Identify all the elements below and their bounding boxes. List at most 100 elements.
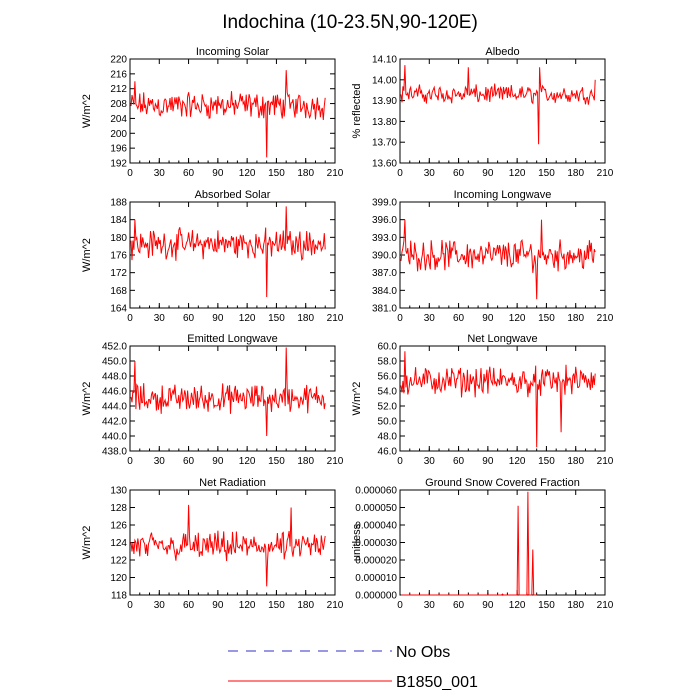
x-tick-label: 150 [538, 168, 555, 179]
x-tick-label: 150 [268, 168, 285, 179]
y-tick-label: 60.0 [378, 342, 398, 353]
plot-frame [399, 58, 606, 164]
y-tick-label: 13.60 [372, 159, 397, 170]
legend-label-b1850: B1850_001 [396, 674, 478, 691]
chart-absorbed-solar: Absorbed Solar 0 30 60 90 120 150 180 210 164 168 1… [81, 189, 344, 324]
y-tick-label: 396.0 [372, 215, 397, 226]
y-tick-label: 130 [110, 486, 127, 497]
x-tick-label: 210 [597, 313, 614, 324]
panel-title: Net Radiation [199, 477, 266, 489]
series-line-b1850-001 [130, 70, 326, 158]
x-tick-label: 0 [127, 456, 133, 467]
y-tick-label: 208 [110, 99, 127, 110]
x-tick-label: 180 [567, 600, 584, 611]
y-axis-label: W/m^2 [81, 382, 93, 416]
y-tick-label: 196 [110, 144, 127, 155]
y-tick-label: 0.000020 [355, 556, 397, 567]
y-axis-label: % reflected [351, 83, 363, 138]
y-tick-label: 381.0 [372, 304, 397, 315]
x-tick-label: 60 [183, 168, 195, 179]
y-axis-label: W/m^2 [351, 382, 363, 416]
x-tick-label: 210 [597, 168, 614, 179]
chart-emitted-longwave: Emitted Longwave 0 30 60 90 120 150 180 210 438.0… [81, 333, 344, 467]
x-tick-label: 0 [397, 456, 403, 467]
series-line-b1850-001 [400, 65, 596, 145]
y-tick-label: 52.0 [378, 402, 398, 413]
y-tick-label: 452.0 [102, 342, 127, 353]
y-tick-label: 46.0 [378, 447, 398, 458]
y-tick-label: 118 [111, 591, 127, 602]
y-tick-label: 0.000040 [355, 521, 397, 532]
x-tick-label: 120 [239, 600, 256, 611]
panel-title: Albedo [485, 46, 519, 58]
x-tick-label: 120 [509, 456, 526, 467]
x-tick-label: 30 [424, 168, 436, 179]
y-tick-label: 128 [110, 503, 127, 514]
panel-title: Emitted Longwave [187, 333, 278, 345]
x-tick-label: 120 [239, 168, 256, 179]
x-tick-label: 60 [453, 168, 465, 179]
plot-frame [129, 345, 336, 452]
y-tick-label: 126 [110, 521, 127, 532]
x-tick-label: 210 [327, 313, 344, 324]
x-tick-label: 180 [297, 456, 314, 467]
x-tick-label: 90 [212, 600, 224, 611]
x-tick-label: 60 [183, 456, 195, 467]
y-tick-label: 212 [110, 84, 127, 95]
y-axis-label: W/m^2 [81, 526, 93, 560]
series-line-b1850-001 [130, 206, 326, 298]
x-tick-label: 30 [154, 456, 166, 467]
y-tick-label: 13.80 [372, 117, 397, 128]
y-tick-label: 172 [110, 268, 127, 279]
y-tick-label: 438.0 [102, 447, 127, 458]
y-axis-label: W/m^2 [81, 238, 93, 272]
series-line-b1850-001 [401, 491, 537, 596]
x-tick-label: 210 [327, 168, 344, 179]
y-tick-label: 192 [110, 159, 127, 170]
y-tick-label: 446.0 [102, 387, 127, 398]
y-tick-label: 122 [110, 556, 127, 567]
y-tick-label: 184 [110, 215, 127, 226]
y-tick-label: 393.0 [372, 233, 397, 244]
y-tick-label: 14.10 [372, 55, 397, 66]
chart-net-radiation: Net Radiation 0 30 60 90 120 150 180 210 118 120 12… [81, 477, 344, 611]
plot-frame [399, 345, 606, 452]
y-tick-label: 220 [110, 55, 127, 66]
series-line-b1850-001 [400, 219, 596, 300]
legend-label-no-obs: No Obs [396, 644, 450, 661]
y-tick-label: 442.0 [102, 417, 127, 428]
y-tick-label: 200 [110, 129, 127, 140]
x-tick-label: 90 [482, 168, 494, 179]
legend: No Obs B1850_001 [228, 644, 478, 691]
x-tick-label: 180 [297, 168, 314, 179]
y-tick-label: 56.0 [378, 372, 398, 383]
y-tick-label: 180 [110, 233, 127, 244]
y-tick-label: 204 [110, 114, 127, 125]
panel-title: Absorbed Solar [195, 189, 271, 201]
x-tick-label: 60 [183, 313, 195, 324]
chart-incoming-solar: Incoming Solar 0 30 60 90 120 150 180 210 192 196 2… [81, 46, 344, 179]
x-tick-label: 180 [297, 313, 314, 324]
y-axis-label: unitless [351, 523, 363, 561]
y-tick-label: 0.000050 [355, 503, 397, 514]
y-tick-label: 440.0 [102, 432, 127, 443]
chart-net-longwave: Net Longwave 0 30 60 90 120 150 180 210 46.0 48.0 5… [351, 333, 614, 467]
series-line-b1850-001 [130, 504, 326, 587]
y-tick-label: 13.90 [372, 96, 397, 107]
y-tick-label: 14.00 [372, 75, 397, 86]
y-tick-label: 50.0 [378, 417, 398, 428]
x-tick-label: 60 [183, 600, 195, 611]
x-tick-label: 60 [453, 313, 465, 324]
y-tick-label: 168 [110, 286, 127, 297]
x-tick-label: 30 [424, 313, 436, 324]
x-tick-label: 150 [268, 313, 285, 324]
x-tick-label: 180 [297, 600, 314, 611]
y-tick-label: 188 [110, 198, 127, 209]
y-tick-label: 450.0 [102, 357, 127, 368]
plot-frame [129, 201, 336, 309]
x-tick-label: 180 [567, 313, 584, 324]
y-tick-label: 448.0 [102, 372, 127, 383]
x-tick-label: 210 [597, 600, 614, 611]
y-tick-label: 0.000010 [355, 573, 397, 584]
